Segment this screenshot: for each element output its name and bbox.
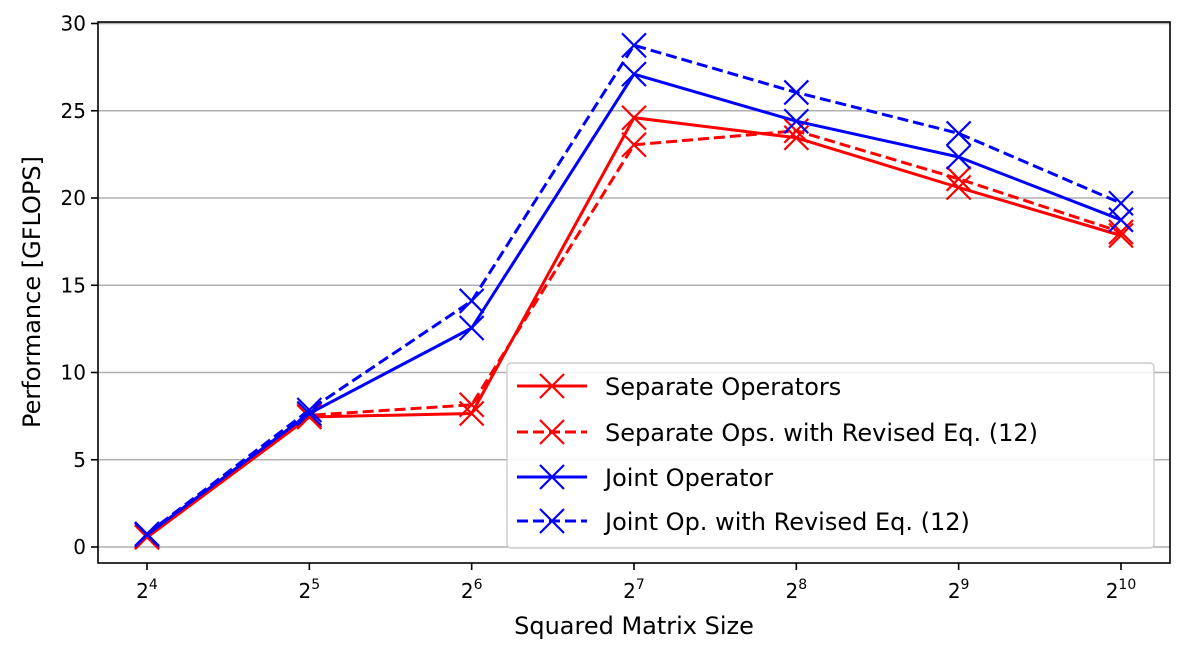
x-marker-icon xyxy=(539,419,565,445)
x-marker-icon xyxy=(945,166,972,192)
legend-item: Joint Operator xyxy=(517,464,773,492)
x-marker-icon xyxy=(945,120,972,147)
legend-label: Joint Op. with Revised Eq. (12) xyxy=(603,508,970,536)
x-tick-label: 24 xyxy=(136,577,158,603)
legend-label: Joint Operator xyxy=(603,464,773,492)
data-series xyxy=(134,32,1134,551)
y-tick-label: 10 xyxy=(61,361,86,385)
x-marker-icon xyxy=(458,392,485,418)
x-marker-icon xyxy=(945,174,972,201)
legend-item: Joint Op. with Revised Eq. (12) xyxy=(517,508,970,536)
x-marker-icon xyxy=(458,288,485,314)
x-marker-icon xyxy=(1108,190,1134,217)
x-marker-icon xyxy=(1108,219,1134,245)
x-marker-icon xyxy=(783,79,810,106)
x-marker-icon xyxy=(621,104,647,131)
legend-box xyxy=(506,362,1155,549)
x-marker-icon xyxy=(134,521,160,547)
plot-frame xyxy=(97,21,1171,564)
x-tick-label: 26 xyxy=(461,577,483,603)
y-tick-label: 20 xyxy=(61,186,86,210)
series-line xyxy=(134,32,1134,547)
x-marker-icon xyxy=(783,108,810,134)
x-tick-label: 210 xyxy=(1106,577,1137,603)
x-marker-icon xyxy=(539,464,565,490)
x-tick-label: 27 xyxy=(623,577,645,603)
y-tick-label: 30 xyxy=(61,12,86,36)
legend-item: Separate Ops. with Revised Eq. (12) xyxy=(517,419,1038,447)
x-marker-icon xyxy=(539,373,565,399)
x-marker-icon xyxy=(458,315,485,341)
x-tick-label: 25 xyxy=(299,577,321,603)
x-tick-label: 28 xyxy=(785,577,807,603)
axes: 0 5 10 15 20 25 30 24 25 26 27 28 29 210 xyxy=(61,12,1171,603)
x-marker-icon xyxy=(621,61,647,87)
x-marker-icon xyxy=(296,397,323,423)
legend-label: Separate Ops. with Revised Eq. (12) xyxy=(605,419,1038,447)
legend-label: Separate Operators xyxy=(605,373,841,401)
y-tick-label: 0 xyxy=(73,535,86,559)
x-marker-icon xyxy=(539,508,565,534)
y-axis-label: Performance [GFLOPS] xyxy=(18,156,46,428)
x-marker-icon xyxy=(621,32,647,59)
y-tick-label: 15 xyxy=(61,273,86,297)
legend: Separate Operators Separate Ops. with Rev… xyxy=(506,362,1155,549)
y-tick-label: 5 xyxy=(73,448,86,472)
legend-item: Separate Operators xyxy=(517,373,841,401)
x-tick-label: 29 xyxy=(948,577,970,603)
y-tick-label: 25 xyxy=(61,99,86,123)
x-marker-icon xyxy=(945,144,972,170)
x-marker-icon xyxy=(621,131,647,158)
x-axis-label: Squared Matrix Size xyxy=(514,612,754,640)
